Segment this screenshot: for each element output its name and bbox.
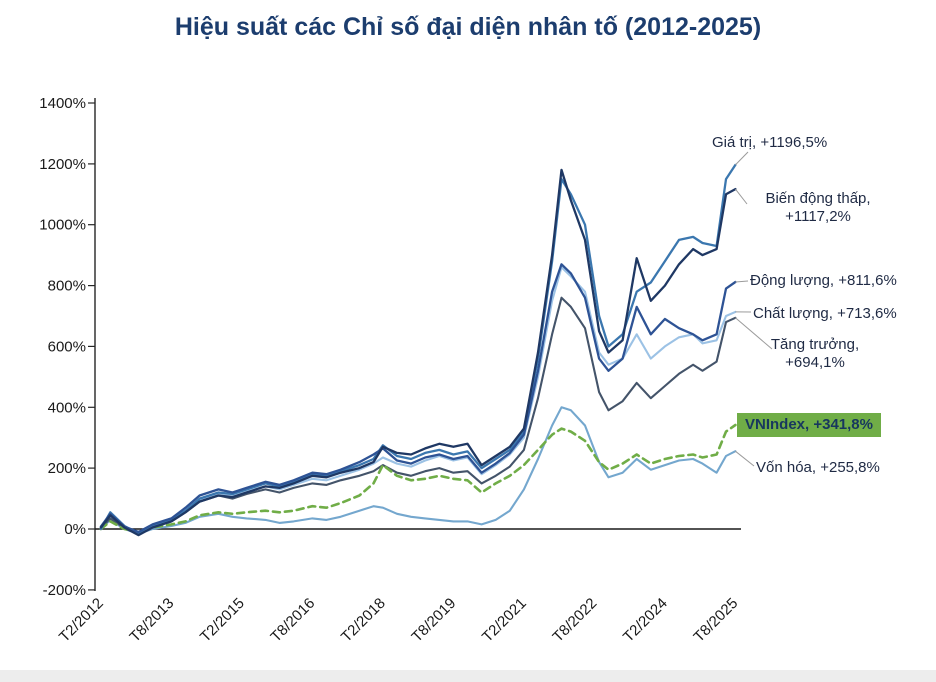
x-axis-label: T2/2018 bbox=[338, 595, 389, 646]
y-axis-label: 1200% bbox=[39, 156, 86, 173]
y-axis-label: 1000% bbox=[39, 217, 86, 234]
y-axis-label: 1400% bbox=[39, 95, 86, 112]
y-axis-label: 400% bbox=[48, 399, 86, 416]
series-line-gia-tri bbox=[99, 163, 737, 535]
x-axis-label: T2/2012 bbox=[56, 595, 107, 646]
x-axis-label: T2/2015 bbox=[197, 595, 248, 646]
annotation-connector-von-hoa bbox=[735, 450, 755, 467]
annotation-connector-bien-dong-thap bbox=[735, 188, 748, 205]
x-axis-label: T8/2013 bbox=[126, 595, 177, 646]
y-axis-label: 200% bbox=[48, 460, 86, 477]
y-axis-label: 0% bbox=[64, 521, 86, 538]
footer-strip bbox=[0, 670, 936, 682]
annotation-connector-tang-truong bbox=[735, 317, 773, 350]
x-axis-label: T8/2025 bbox=[690, 595, 741, 646]
chart-title: Hiệu suất các Chỉ số đại diện nhân tố (2… bbox=[174, 13, 762, 41]
y-axis-label: 800% bbox=[48, 278, 86, 295]
series-line-vnindex bbox=[99, 423, 737, 534]
x-axis-label: T2/2021 bbox=[479, 595, 530, 646]
series-line-dong-luong bbox=[99, 263, 737, 534]
annotation-connector-dong-luong bbox=[735, 280, 749, 283]
x-axis-label: T8/2019 bbox=[408, 595, 459, 646]
annotation-connector-gia-tri bbox=[735, 151, 749, 166]
series-line-bien-dong-thap bbox=[99, 168, 737, 537]
x-axis-label: T8/2016 bbox=[267, 595, 318, 646]
series-line-chat-luong bbox=[99, 266, 737, 535]
x-axis-label: T2/2024 bbox=[620, 595, 671, 646]
y-axis-label: -200% bbox=[43, 582, 86, 599]
x-axis-label: T8/2022 bbox=[549, 595, 600, 646]
y-axis-label: 600% bbox=[48, 338, 86, 355]
series-line-von-hoa bbox=[99, 406, 737, 535]
